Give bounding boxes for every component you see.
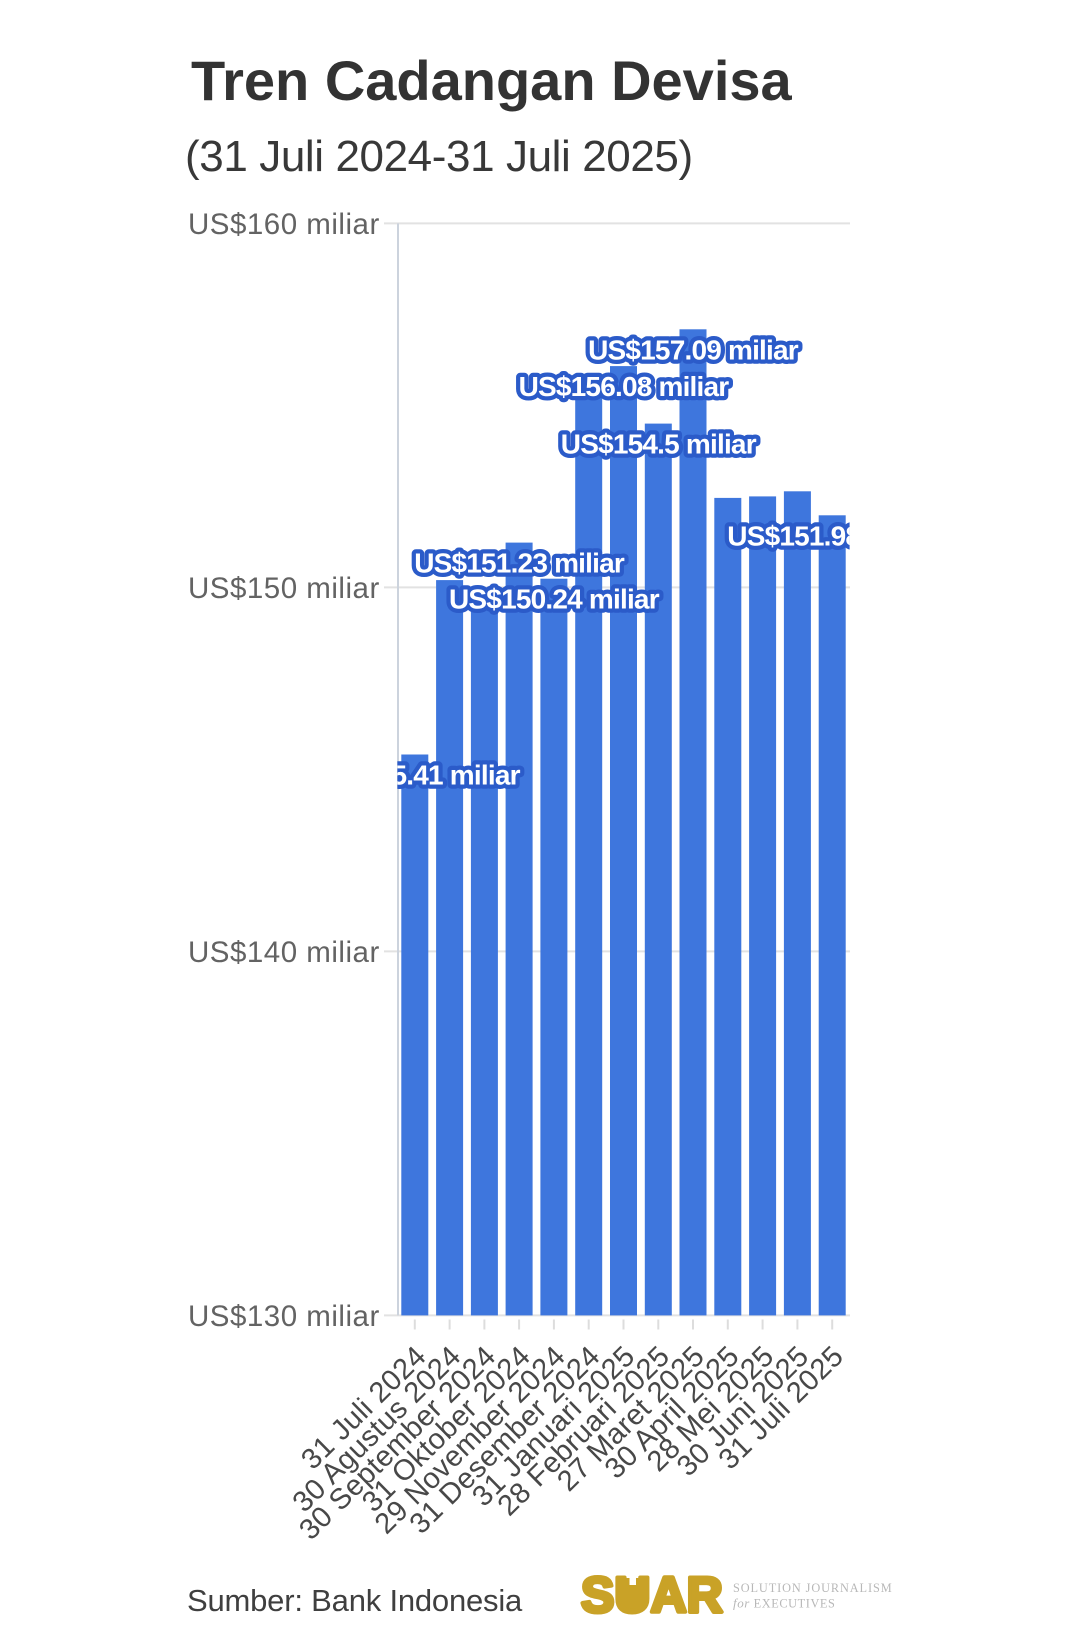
svg-text:US$151.23 miliar: US$151.23 miliar	[414, 548, 625, 579]
svg-text:US$156.08 miliar: US$156.08 miliar	[519, 371, 730, 402]
svg-text:US$160 miliar: US$160 miliar	[188, 208, 380, 241]
svg-text:US$145.41 miliar: US$145.41 miliar	[310, 760, 521, 791]
svg-text:US$140 miliar: US$140 miliar	[188, 936, 380, 969]
svg-text:US$151.98 miliar: US$151.98 miliar	[727, 520, 938, 551]
svg-text:Sumber: Bank Indonesia: Sumber: Bank Indonesia	[187, 1583, 523, 1618]
svg-text:(31 Juli 2024-31 Juli 2025): (31 Juli 2024-31 Juli 2025)	[185, 132, 693, 181]
svg-text:for EXECUTIVES: for EXECUTIVES	[733, 1596, 835, 1611]
svg-text:US$150.24 miliar: US$150.24 miliar	[449, 584, 660, 615]
svg-text:US$157.09 miliar: US$157.09 miliar	[588, 334, 799, 365]
svg-text:Tren Cadangan Devisa: Tren Cadangan Devisa	[191, 49, 793, 112]
svg-text:SOLUTION JOURNALISM: SOLUTION JOURNALISM	[733, 1581, 893, 1595]
svg-text:US$130 miliar: US$130 miliar	[188, 1300, 380, 1333]
svg-text:SUAR: SUAR	[581, 1567, 723, 1623]
svg-text:US$154.5 miliar: US$154.5 miliar	[561, 429, 757, 460]
svg-text:US$150 miliar: US$150 miliar	[188, 572, 380, 605]
